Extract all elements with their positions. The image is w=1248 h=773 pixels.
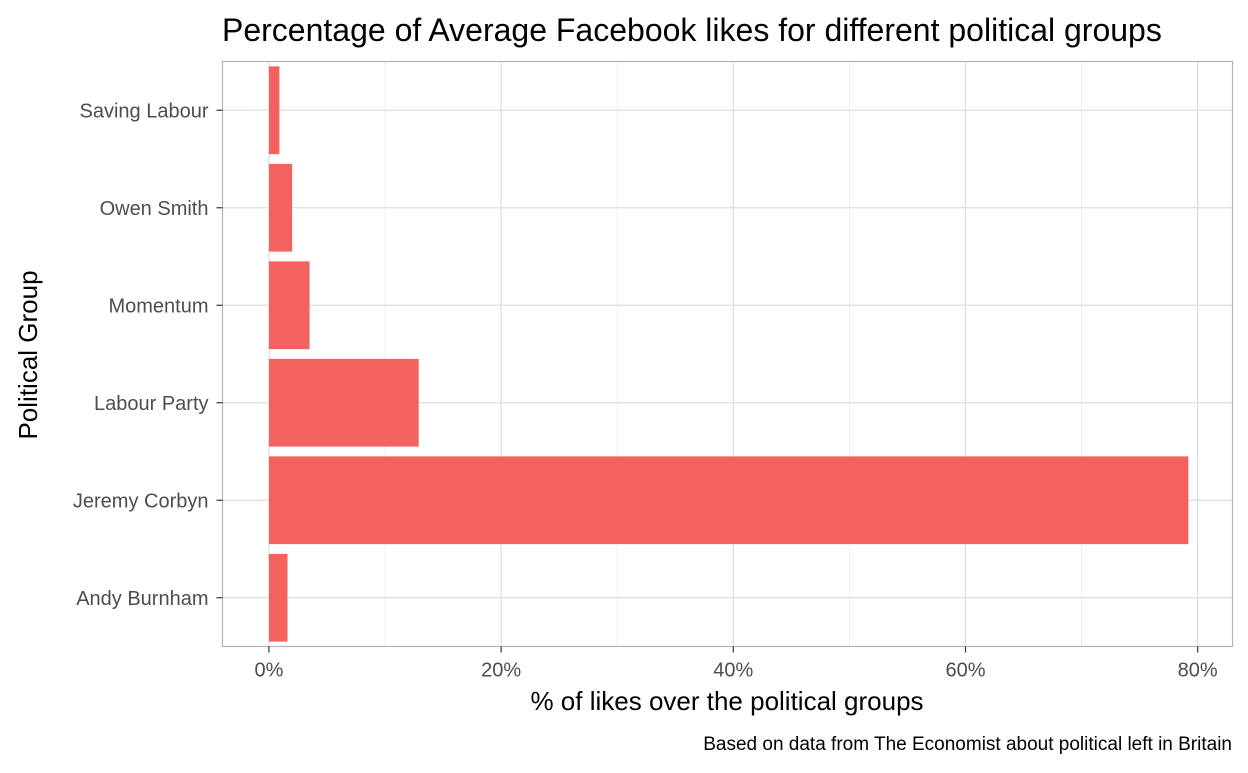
x-tick-label: 20% bbox=[481, 660, 521, 682]
y-tick-label: Momentum bbox=[108, 295, 208, 317]
y-tick-label: Owen Smith bbox=[100, 198, 209, 220]
chart-title: Percentage of Average Facebook likes for… bbox=[222, 12, 1162, 48]
y-axis: Saving Labour Owen Smith Momentum Labour Pa… bbox=[73, 100, 223, 610]
y-tick-label: Saving Labour bbox=[80, 100, 209, 122]
bar bbox=[268, 553, 288, 642]
y-tick-label: Labour Party bbox=[94, 393, 209, 415]
bar bbox=[268, 456, 1189, 545]
bar bbox=[268, 358, 419, 447]
grid-lines bbox=[222, 61, 1233, 647]
y-tick-label: Andy Burnham bbox=[76, 588, 208, 610]
bar bbox=[268, 66, 280, 155]
x-tick-label: 0% bbox=[254, 660, 283, 682]
bar bbox=[268, 261, 310, 350]
panel-border bbox=[221, 60, 1234, 648]
x-tick-label: 80% bbox=[1178, 660, 1218, 682]
x-tick-label: 60% bbox=[945, 660, 985, 682]
x-tick-label: 40% bbox=[713, 660, 753, 682]
bars bbox=[268, 66, 1189, 642]
x-axis-title: % of likes over the political groups bbox=[530, 686, 923, 716]
x-axis: 0% 20% 40% 60% 80% bbox=[254, 646, 1218, 682]
y-tick-label: Jeremy Corbyn bbox=[73, 490, 209, 512]
bar bbox=[268, 163, 293, 252]
plot-panel bbox=[221, 60, 1234, 648]
y-axis-title: Political Group bbox=[13, 270, 43, 439]
chart-caption: Based on data from The Economist about p… bbox=[703, 734, 1232, 755]
